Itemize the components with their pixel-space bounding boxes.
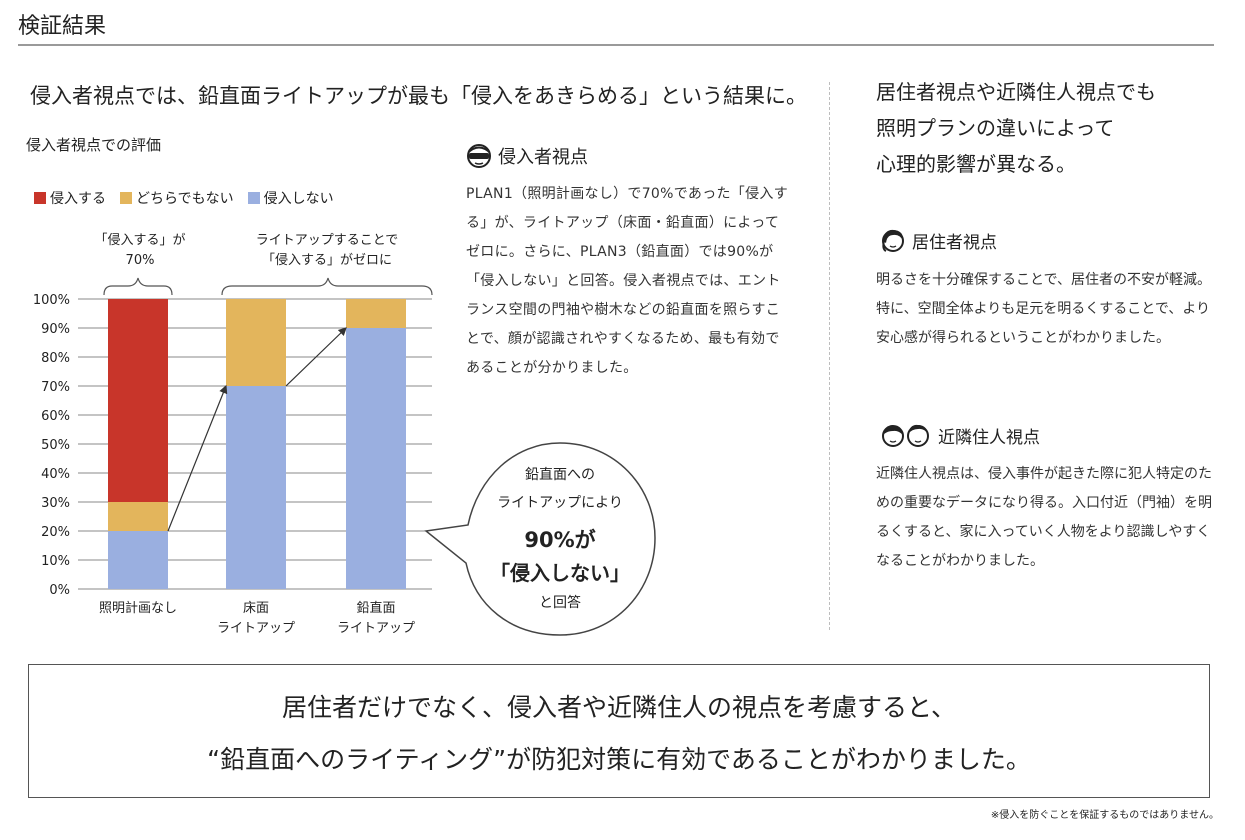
legend-swatch-neutral bbox=[120, 192, 132, 204]
x-tick-label: ライトアップ bbox=[217, 621, 295, 636]
right-heading-line1: 居住者視点や近隣住人視点でも bbox=[876, 80, 1156, 104]
brace-left-label-line2: 70% bbox=[126, 253, 155, 268]
bar-segment bbox=[108, 299, 168, 502]
chart-title: 侵入者視点での評価 bbox=[26, 136, 162, 154]
conclusion-box bbox=[28, 664, 1210, 798]
y-tick-label: 0% bbox=[49, 583, 70, 598]
right-heading-line2: 照明プランの違いによって bbox=[876, 116, 1115, 140]
title-divider bbox=[18, 44, 1214, 46]
y-tick-label: 60% bbox=[41, 409, 70, 424]
headline: 侵入者視点では、鉛直面ライトアップが最も「侵入をあきらめる」という結果に。 bbox=[30, 84, 807, 108]
y-tick-label: 50% bbox=[41, 438, 70, 453]
y-tick-label: 100% bbox=[33, 293, 70, 308]
x-tick-label: ライトアップ bbox=[337, 621, 415, 636]
y-tick-label: 20% bbox=[41, 525, 70, 540]
resident-body: 明るさを十分確保することで、居住者の不安が軽減。特に、空間全体よりも足元を明るく… bbox=[876, 272, 1212, 346]
resident-face-icon bbox=[882, 229, 904, 252]
legend-item-no-invade: 侵入しない bbox=[247, 188, 334, 208]
y-tick-label: 70% bbox=[41, 380, 70, 395]
legend-item-invade: 侵入する bbox=[34, 188, 106, 208]
legend-label-neutral: どちらでもない bbox=[136, 191, 234, 207]
intruder-section-title: 侵入者視点 bbox=[466, 143, 588, 169]
brace-left bbox=[103, 277, 173, 296]
y-tick-label: 10% bbox=[41, 554, 70, 569]
bubble-line4: 「侵入しない」 bbox=[490, 561, 630, 585]
brace-left-label-line1: 「侵入する」が bbox=[94, 232, 185, 248]
neighbor-title-text: 近隣住人視点 bbox=[938, 427, 1040, 448]
legend-item-neutral: どちらでもない bbox=[120, 188, 234, 208]
resident-section-title: 居住者視点 bbox=[880, 227, 997, 253]
y-tick-label: 30% bbox=[41, 496, 70, 511]
trend-arrow bbox=[167, 384, 228, 532]
right-heading: 居住者視点や近隣住人視点でも 照明プランの違いによって 心理的影響が異なる。 bbox=[876, 74, 1216, 182]
x-tick-label: 床面 bbox=[243, 601, 269, 616]
bar-segment bbox=[108, 531, 168, 589]
bar-segment bbox=[226, 386, 286, 589]
neighbors-face-icon bbox=[882, 424, 929, 447]
masked-face-icon bbox=[467, 144, 491, 168]
chart-legend: 侵入する どちらでもない 侵入しない bbox=[34, 188, 344, 208]
speech-bubble: 鉛直面への ライトアップにより 90%が 「侵入しない」 と回答 bbox=[424, 442, 656, 636]
legend-label-no-invade: 侵入しない bbox=[263, 191, 334, 207]
intruder-title-text: 侵入者視点 bbox=[498, 147, 588, 168]
brace-right-label-line1: ライトアップすることで bbox=[256, 233, 399, 248]
x-tick-label: 鉛直面 bbox=[356, 601, 395, 616]
conclusion-line2: “鉛直面へのライティング”が防犯対策に有効であることがわかりました。 bbox=[207, 745, 1031, 774]
bubble-line3: 90%が bbox=[524, 528, 595, 552]
neighbor-section-title: 近隣住人視点 bbox=[880, 422, 1040, 448]
brace-right-label-line2: 「侵入する」がゼロに bbox=[262, 252, 392, 268]
resident-title-text: 居住者視点 bbox=[912, 232, 997, 253]
bubble-line5: と回答 bbox=[539, 594, 581, 611]
legend-swatch-invade bbox=[34, 192, 46, 204]
y-tick-label: 90% bbox=[41, 322, 70, 337]
y-tick-label: 80% bbox=[41, 351, 70, 366]
bar-segment bbox=[346, 299, 406, 328]
bubble-line2: ライトアップにより bbox=[497, 495, 623, 511]
speech-bubble-outline bbox=[424, 442, 656, 636]
right-heading-line3: 心理的影響が異なる。 bbox=[876, 152, 1076, 176]
legend-label-invade: 侵入する bbox=[50, 191, 106, 207]
legend-swatch-no-invade bbox=[247, 192, 260, 204]
footnote: ※侵入を防ぐことを保証するものではありません。 bbox=[990, 810, 1219, 821]
bar-segment bbox=[226, 299, 286, 386]
neighbor-body: 近隣住人視点は、侵入事件が起きた際に犯人特定のための重要なデータになり得る。入口… bbox=[876, 466, 1212, 569]
x-tick-label: 照明計画なし bbox=[99, 600, 177, 616]
bubble-line1: 鉛直面への bbox=[525, 466, 595, 483]
conclusion-line1: 居住者だけでなく、侵入者や近隣住人の視点を考慮すると、 bbox=[281, 693, 956, 722]
intruder-body: PLAN1（照明計画なし）で70%であった「侵入する」が、ライトアップ（床面・鉛… bbox=[466, 186, 788, 376]
bar-segment bbox=[346, 328, 406, 589]
trend-arrow bbox=[285, 327, 347, 387]
section-title: 検証結果 bbox=[18, 14, 107, 39]
bar-segment bbox=[108, 502, 168, 531]
y-tick-label: 40% bbox=[41, 467, 70, 482]
column-divider bbox=[829, 82, 830, 630]
brace-right bbox=[221, 277, 433, 296]
stacked-bar-chart: 0% 10% 20% 30% 40% 50% 60% 70% 80% 90% 100% 照明計画なし… bbox=[33, 232, 433, 636]
